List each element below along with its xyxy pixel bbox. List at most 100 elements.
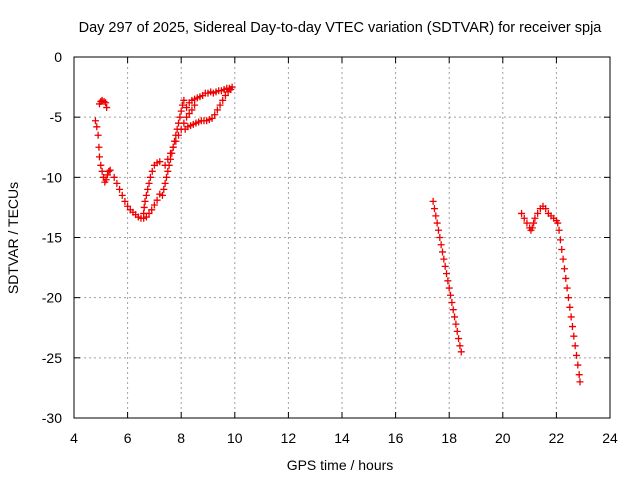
data-point — [573, 351, 580, 359]
chart-title: Day 297 of 2025, Sidereal Day-to-day VTE… — [79, 20, 603, 36]
grid-lines — [74, 57, 610, 418]
data-point — [142, 191, 150, 199]
data-point — [441, 262, 449, 270]
data-point — [556, 236, 564, 244]
data-point — [433, 219, 441, 227]
data-point — [534, 209, 542, 217]
data-point — [160, 185, 168, 193]
data-point — [102, 99, 110, 107]
data-point — [439, 248, 446, 256]
x-tick-label: 12 — [281, 430, 297, 446]
x-tick-label: 18 — [441, 430, 457, 446]
data-point — [103, 104, 111, 112]
x-tick-label: 6 — [124, 430, 132, 446]
data-points — [91, 83, 584, 386]
data-point — [180, 96, 188, 104]
data-point — [191, 101, 199, 109]
data-point — [110, 173, 118, 181]
data-point — [228, 83, 236, 91]
y-tick-label: -10 — [42, 169, 62, 185]
y-axis-label: SDTVAR / TECUs — [5, 182, 21, 294]
x-tick-label: 8 — [177, 430, 185, 446]
data-point — [145, 179, 153, 187]
data-point — [164, 167, 172, 175]
data-point — [162, 173, 170, 181]
data-point — [429, 197, 437, 205]
data-point — [523, 219, 531, 227]
y-tick-label: 0 — [54, 49, 62, 65]
data-point — [95, 153, 103, 161]
data-point — [576, 378, 584, 386]
data-point — [568, 323, 576, 331]
data-point — [98, 167, 106, 175]
data-point — [562, 274, 570, 282]
data-point — [444, 277, 452, 285]
data-series-1 — [91, 83, 236, 222]
data-point — [213, 106, 221, 114]
data-point — [447, 291, 455, 299]
y-tick-labels: 0 -5 -10 -15 -20 -25 -30 — [42, 49, 62, 426]
data-point — [93, 123, 101, 131]
data-point — [183, 104, 191, 112]
data-point — [153, 196, 161, 204]
data-point — [456, 342, 464, 350]
data-point — [121, 197, 129, 205]
data-point — [158, 191, 166, 199]
data-point — [443, 270, 451, 278]
data-point — [563, 284, 571, 292]
data-point — [530, 219, 538, 227]
data-point — [452, 320, 460, 328]
data-point — [100, 98, 108, 106]
data-point — [106, 166, 114, 174]
data-point — [574, 361, 582, 369]
data-point — [142, 213, 150, 221]
data-point — [146, 173, 154, 181]
data-point — [221, 92, 229, 100]
data-point — [144, 185, 152, 193]
data-point — [430, 205, 438, 213]
data-point — [453, 327, 461, 335]
x-tick-labels: 4 6 8 10 12 14 16 18 20 22 24 — [70, 430, 618, 446]
data-point — [180, 119, 188, 127]
data-point — [169, 143, 177, 151]
data-point — [94, 131, 102, 139]
x-tick-label: 10 — [227, 430, 243, 446]
data-point — [566, 303, 574, 311]
data-point — [528, 224, 536, 232]
data-point — [555, 226, 563, 234]
y-tick-label: -30 — [42, 410, 62, 426]
x-tick-label: 24 — [602, 430, 618, 446]
data-point — [104, 171, 111, 179]
x-tick-label: 20 — [495, 430, 511, 446]
data-point — [445, 284, 453, 292]
data-point — [560, 265, 568, 273]
data-series-2 — [429, 197, 465, 356]
data-point — [434, 226, 442, 234]
data-point — [179, 101, 187, 109]
data-point — [457, 348, 465, 356]
axis-ticks — [73, 56, 611, 419]
data-point — [436, 234, 444, 241]
data-point — [437, 241, 445, 249]
data-point — [542, 205, 550, 213]
data-point — [176, 113, 184, 121]
data-point — [518, 209, 526, 217]
data-point — [150, 201, 158, 209]
data-point — [177, 107, 185, 115]
data-point — [175, 131, 183, 139]
data-point — [148, 167, 156, 175]
data-point — [455, 335, 463, 343]
data-point — [141, 197, 149, 205]
data-point — [118, 191, 126, 199]
data-point — [188, 106, 196, 114]
data-point — [183, 113, 191, 121]
data-point — [211, 111, 219, 119]
data-point — [95, 143, 103, 151]
data-point — [571, 342, 579, 350]
data-point — [564, 294, 572, 302]
y-tick-label: -15 — [42, 230, 62, 246]
data-point — [166, 149, 174, 157]
data-point — [451, 313, 459, 321]
